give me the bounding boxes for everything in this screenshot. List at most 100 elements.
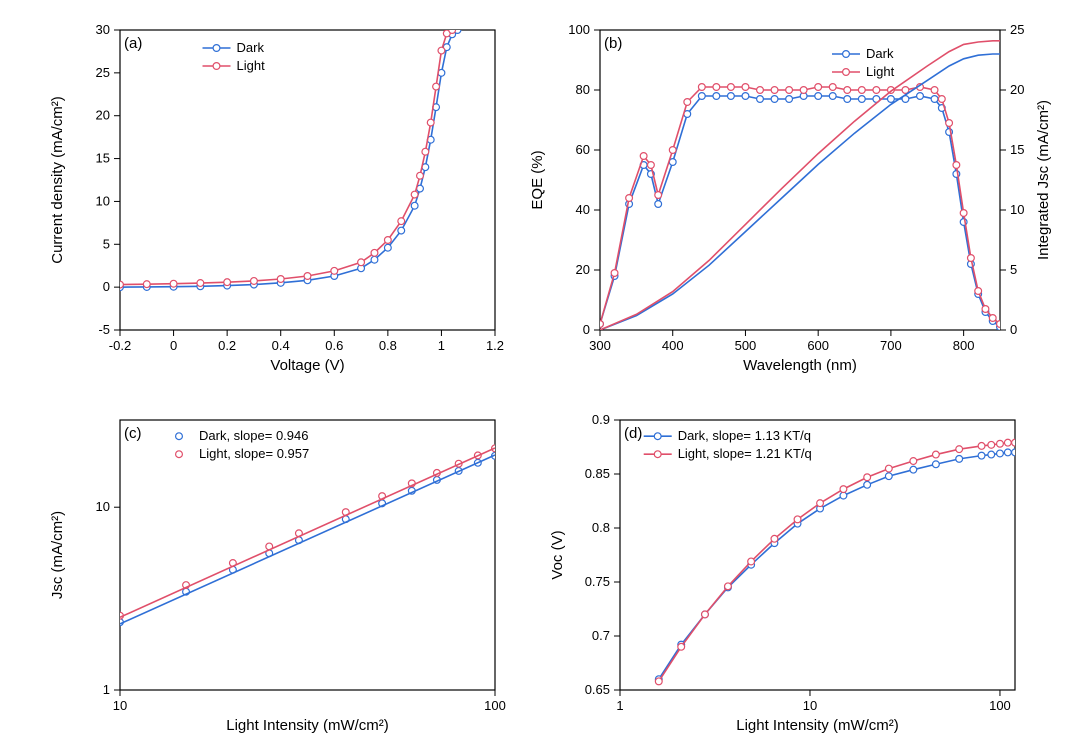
ylabel2: Integrated Jsc (mA/cm²) <box>1035 100 1052 260</box>
xtick-label: 0.4 <box>272 338 290 353</box>
series-marker <box>829 93 836 100</box>
ytick-label: 60 <box>576 142 590 157</box>
xtick-label: 800 <box>953 338 975 353</box>
series-marker <box>728 93 735 100</box>
legend-marker <box>213 63 220 70</box>
legend-marker <box>843 51 850 58</box>
legend-label: Light <box>866 64 895 79</box>
series-marker <box>989 315 996 322</box>
xlabel: Wavelength (nm) <box>743 357 857 374</box>
series-marker <box>742 84 749 91</box>
panel-c: 10100110Light Intensity (mW/cm²)Jsc (mA/… <box>49 420 506 734</box>
series-marker <box>358 259 365 266</box>
series-marker <box>873 87 880 94</box>
series-marker <box>713 93 720 100</box>
series-line <box>659 443 1015 682</box>
xtick-label: 10 <box>803 698 817 713</box>
legend-label: Dark <box>866 46 894 61</box>
xtick-label: 400 <box>662 338 684 353</box>
xtick-label: 0 <box>170 338 177 353</box>
legend-label: Light, slope= 1.21 KT/q <box>678 446 812 461</box>
series-marker <box>648 162 655 169</box>
legend-marker <box>213 45 220 52</box>
ytick2-label: 0 <box>1010 322 1017 337</box>
legend-label: Dark, slope= 0.946 <box>199 428 308 443</box>
series-marker <box>411 202 418 209</box>
series-marker <box>728 84 735 91</box>
series-marker <box>888 96 895 103</box>
series-marker <box>771 87 778 94</box>
xtick-label: 10 <box>113 698 127 713</box>
series-marker <box>864 474 871 481</box>
legend-marker <box>843 69 850 76</box>
legend-label: Light, slope= 0.957 <box>199 446 309 461</box>
series-marker <box>398 227 405 234</box>
ytick-label: 0.7 <box>592 628 610 643</box>
series-marker <box>858 96 865 103</box>
series-marker <box>978 452 985 459</box>
series-marker <box>422 148 429 155</box>
xlabel: Light Intensity (mW/cm²) <box>226 717 389 734</box>
series-marker <box>975 288 982 295</box>
panel-title: (a) <box>124 35 142 52</box>
series-marker <box>817 500 824 507</box>
series-marker <box>946 120 953 127</box>
series-line <box>120 30 452 285</box>
series-line <box>600 96 1000 327</box>
series-line <box>120 455 495 624</box>
series-marker <box>864 481 871 488</box>
xtick-label: 0.2 <box>218 338 236 353</box>
series-marker <box>988 451 995 458</box>
xtick-label: 100 <box>484 698 506 713</box>
series-line <box>600 41 1000 330</box>
series-line <box>120 448 495 617</box>
series-marker <box>143 281 150 288</box>
series-marker <box>997 450 1004 457</box>
panel-title: (b) <box>604 35 622 52</box>
series-marker <box>702 611 709 618</box>
xlabel: Light Intensity (mW/cm²) <box>736 717 899 734</box>
series-marker <box>655 201 662 208</box>
series-marker <box>982 306 989 313</box>
series-marker <box>655 678 662 685</box>
series-marker <box>438 47 445 54</box>
xtick-label: 500 <box>735 338 757 353</box>
series-marker <box>844 96 851 103</box>
series-marker <box>371 256 378 263</box>
series-marker <box>829 84 836 91</box>
series-marker <box>844 87 851 94</box>
series-marker <box>331 267 338 274</box>
series-marker <box>910 458 917 465</box>
series-marker <box>771 96 778 103</box>
series-marker <box>815 84 822 91</box>
series-marker <box>669 147 676 154</box>
ytick-label: 5 <box>103 236 110 251</box>
series-marker <box>800 87 807 94</box>
ytick-label: 0 <box>103 279 110 294</box>
xtick-label: 1.2 <box>486 338 504 353</box>
series-marker <box>757 96 764 103</box>
ytick-label: 30 <box>96 22 110 37</box>
series-marker <box>224 279 231 286</box>
ytick-label: 0.85 <box>585 466 610 481</box>
series-marker <box>840 486 847 493</box>
xtick-label: 1 <box>438 338 445 353</box>
ytick-label: 0.8 <box>592 520 610 535</box>
series-marker <box>1004 439 1011 446</box>
series-marker <box>932 461 939 468</box>
ylabel: Current density (mA/cm²) <box>49 96 66 264</box>
series-marker <box>1012 449 1019 456</box>
series-marker <box>398 218 405 225</box>
series-marker <box>997 321 1004 328</box>
series-marker <box>815 93 822 100</box>
series-marker <box>938 96 945 103</box>
panel-d: 1101000.650.70.750.80.850.9Light Intensi… <box>549 412 1018 734</box>
ytick-label: -5 <box>98 322 110 337</box>
figure-grid: -0.200.20.40.60.811.2-5051015202530Volta… <box>0 0 1080 734</box>
xlabel: Voltage (V) <box>270 357 344 374</box>
panel-title: (c) <box>124 425 142 442</box>
ytick2-label: 20 <box>1010 82 1024 97</box>
legend-marker <box>654 451 661 458</box>
series-marker <box>840 492 847 499</box>
ylabel: Jsc (mA/cm²) <box>49 511 66 599</box>
